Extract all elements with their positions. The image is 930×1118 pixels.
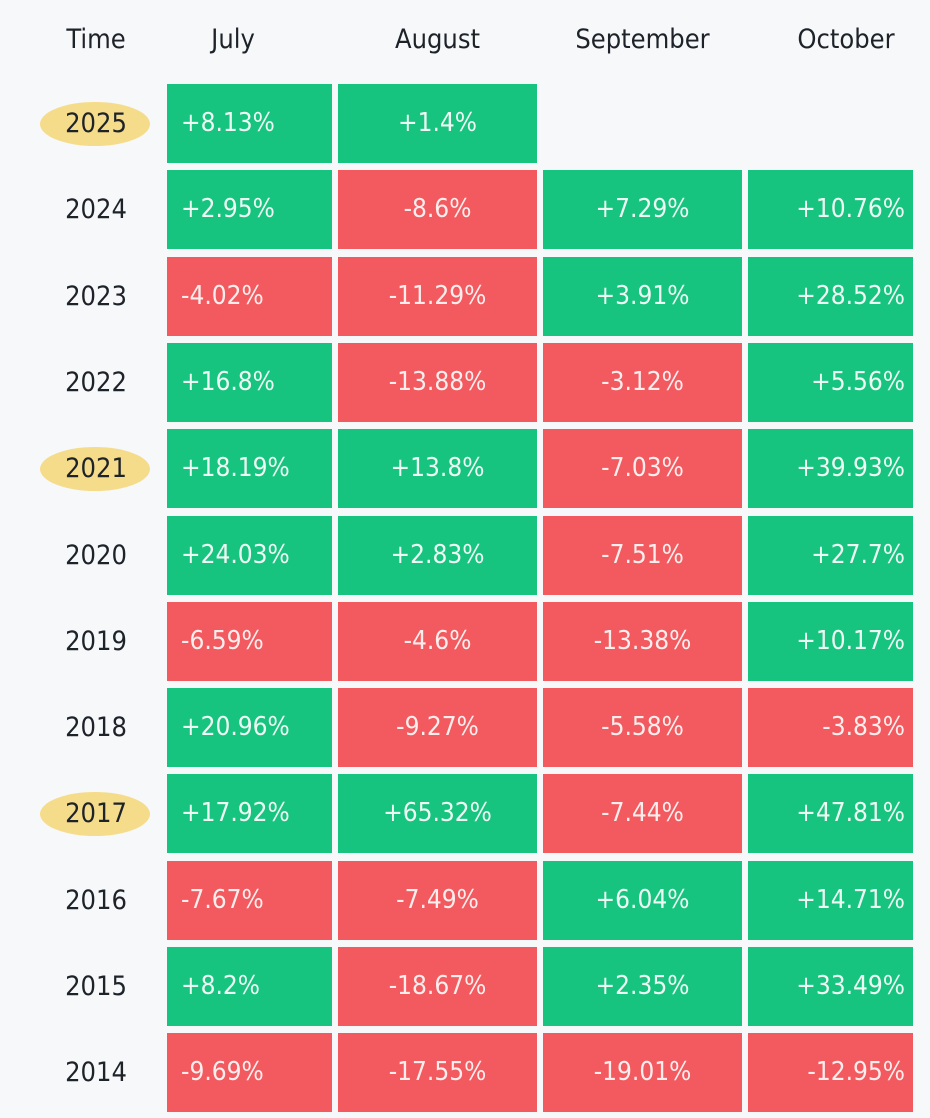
- cell-2017-october: +47.81%: [748, 774, 913, 854]
- cell-2018-october: -3.83%: [748, 688, 913, 768]
- cell-2019-september: -13.38%: [543, 601, 742, 681]
- cell-2019-october: +10.17%: [748, 601, 913, 681]
- cell-2018-july: +20.96%: [167, 688, 332, 768]
- cell-2024-october: +10.76%: [748, 170, 913, 250]
- cell-2014-august: -17.55%: [338, 1033, 537, 1113]
- cell-2016-october: +14.71%: [748, 860, 913, 940]
- year-label: 2015: [65, 971, 127, 1002]
- year-label: 2016: [65, 884, 127, 916]
- year-label: 2014: [65, 1057, 127, 1089]
- cell-2024-july: +2.95%: [167, 170, 332, 250]
- cell-2024-september: +7.29%: [543, 170, 742, 250]
- cell-2018-september: -5.58%: [543, 688, 742, 768]
- cell-2020-july: +24.03%: [167, 515, 332, 595]
- cell-2021-october: +39.93%: [748, 429, 913, 509]
- cell-2014-october: -12.95%: [748, 1033, 913, 1113]
- row-year-2020: 2020: [40, 516, 152, 595]
- cell-2015-august: -18.67%: [338, 947, 537, 1026]
- cell-2023-august: -11.29%: [338, 256, 537, 336]
- cell-2025-august: +1.4%: [338, 84, 537, 163]
- cell-2021-august: +13.8%: [338, 429, 537, 509]
- cell-2019-august: -4.6%: [338, 601, 537, 681]
- row-year-2015: 2015: [40, 947, 152, 1026]
- row-year-2016: 2016: [40, 861, 152, 940]
- cell-2024-august: -8.6%: [338, 170, 537, 250]
- cell-2022-october: +5.56%: [748, 342, 913, 422]
- year-label: 2025: [65, 108, 127, 139]
- cell-2020-september: -7.51%: [543, 515, 742, 595]
- cell-2016-august: -7.49%: [338, 860, 537, 940]
- cell-2015-september: +2.35%: [543, 947, 742, 1026]
- row-year-2025: 2025: [40, 84, 152, 163]
- cell-2023-september: +3.91%: [543, 256, 742, 336]
- cell-2021-july: +18.19%: [167, 429, 332, 509]
- cell-2022-september: -3.12%: [543, 342, 742, 422]
- highlight-ellipse: [40, 792, 150, 837]
- cell-2019-july: -6.59%: [167, 601, 332, 681]
- year-label: 2023: [65, 280, 127, 312]
- cell-2016-july: -7.67%: [167, 860, 332, 940]
- row-year-2024: 2024: [40, 170, 152, 249]
- cell-2018-august: -9.27%: [338, 688, 537, 768]
- cell-2020-october: +27.7%: [748, 515, 913, 595]
- row-year-2014: 2014: [40, 1033, 152, 1112]
- year-label: 2022: [65, 366, 127, 398]
- row-year-2021: 2021: [40, 429, 152, 508]
- cell-2023-july: -4.02%: [167, 256, 332, 336]
- cell-2022-august: -13.88%: [338, 342, 537, 422]
- year-label: 2017: [65, 798, 127, 830]
- row-year-2019: 2019: [40, 602, 152, 681]
- row-year-2018: 2018: [40, 688, 152, 767]
- header-october: October: [797, 24, 895, 55]
- highlight-ellipse: [40, 447, 150, 492]
- header-july: July: [211, 24, 255, 55]
- year-label: 2024: [65, 194, 127, 226]
- cell-2015-july: +8.2%: [167, 947, 332, 1026]
- cell-2025-july: +8.13%: [167, 84, 332, 163]
- header-august: August: [394, 24, 480, 55]
- cell-2021-september: -7.03%: [543, 429, 742, 509]
- cell-2015-october: +33.49%: [748, 947, 913, 1026]
- cell-2022-july: +16.8%: [167, 342, 332, 422]
- highlight-ellipse: [40, 102, 150, 146]
- cell-2020-august: +2.83%: [338, 515, 537, 595]
- year-label: 2018: [65, 712, 127, 744]
- year-label: 2020: [65, 539, 127, 571]
- cell-2017-august: +65.32%: [338, 774, 537, 854]
- cell-2014-september: -19.01%: [543, 1033, 742, 1113]
- header-time: Time: [66, 24, 126, 55]
- row-year-2023: 2023: [40, 257, 152, 336]
- cell-2014-july: -9.69%: [167, 1033, 332, 1113]
- row-year-2022: 2022: [40, 343, 152, 422]
- cell-2023-october: +28.52%: [748, 256, 913, 336]
- year-label: 2019: [65, 625, 127, 657]
- year-label: 2021: [65, 453, 127, 485]
- header-september: September: [575, 24, 710, 55]
- cell-2017-september: -7.44%: [543, 774, 742, 854]
- cell-2017-july: +17.92%: [167, 774, 332, 854]
- cell-2016-september: +6.04%: [543, 860, 742, 940]
- row-year-2017: 2017: [40, 774, 152, 853]
